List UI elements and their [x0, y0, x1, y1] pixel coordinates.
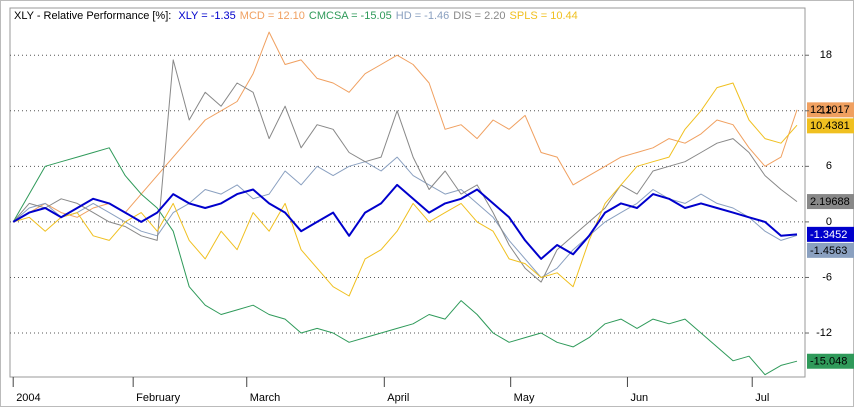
- end-label: 12.1017: [810, 104, 850, 116]
- y-tick-label: 12: [820, 105, 832, 117]
- x-tick-label: April: [387, 392, 409, 404]
- end-label-box: [807, 242, 854, 258]
- end-label: -15.048: [810, 356, 847, 368]
- y-tick-label: 18: [820, 49, 832, 61]
- lines: [12, 31, 798, 376]
- series-line: [12, 183, 798, 260]
- legend: XLY - Relative Performance [%]: XLY = -1…: [14, 10, 578, 22]
- legend-entry: CMCSA = -15.05: [309, 10, 392, 22]
- series-line: [13, 82, 798, 297]
- y-tick-label: 0: [826, 216, 832, 228]
- series-line: [12, 31, 798, 223]
- end-label: 10.4381: [810, 120, 850, 132]
- y-tick-label: 6: [826, 160, 832, 172]
- y-tick-label: -6: [822, 271, 832, 283]
- x-tick-label: March: [250, 392, 281, 404]
- end-label-box: [807, 194, 854, 210]
- end-label-box: [807, 353, 854, 369]
- end-label-box: [807, 226, 854, 242]
- x-tick-label: February: [136, 392, 181, 404]
- plot-area: [9, 7, 806, 378]
- x-tick-label: Jul: [755, 392, 769, 404]
- x-tick-label: May: [514, 392, 535, 404]
- end-label-box: [807, 102, 854, 118]
- end-label: -1.3452: [810, 229, 847, 241]
- end-label: 2.19688: [810, 196, 850, 208]
- x-tick-label: Jun: [630, 392, 648, 404]
- series-line: [12, 59, 798, 283]
- legend-entry: XLY = -1.35: [178, 10, 235, 22]
- end-label: -1.4563: [810, 245, 847, 257]
- legend-entry: SPLS = 10.44: [510, 10, 578, 22]
- end-labels: -1.3452 12.1017 -15.048 -1.4563 2.19688 10.43…: [807, 102, 854, 369]
- y-tick-label: -12: [816, 327, 832, 339]
- series-line: [12, 147, 798, 376]
- legend-entry: DIS = 2.20: [453, 10, 505, 22]
- legend-entry: HD = -1.46: [396, 10, 450, 22]
- axes: -12 -6 0 6 12 18 2004 February March April May Jun J…: [12, 49, 832, 404]
- x-tick-label: 2004: [16, 392, 40, 404]
- end-label-box: [807, 118, 854, 134]
- chart-title: XLY - Relative Performance [%]:: [14, 10, 171, 22]
- legend-entry: MCD = 12.10: [240, 10, 305, 22]
